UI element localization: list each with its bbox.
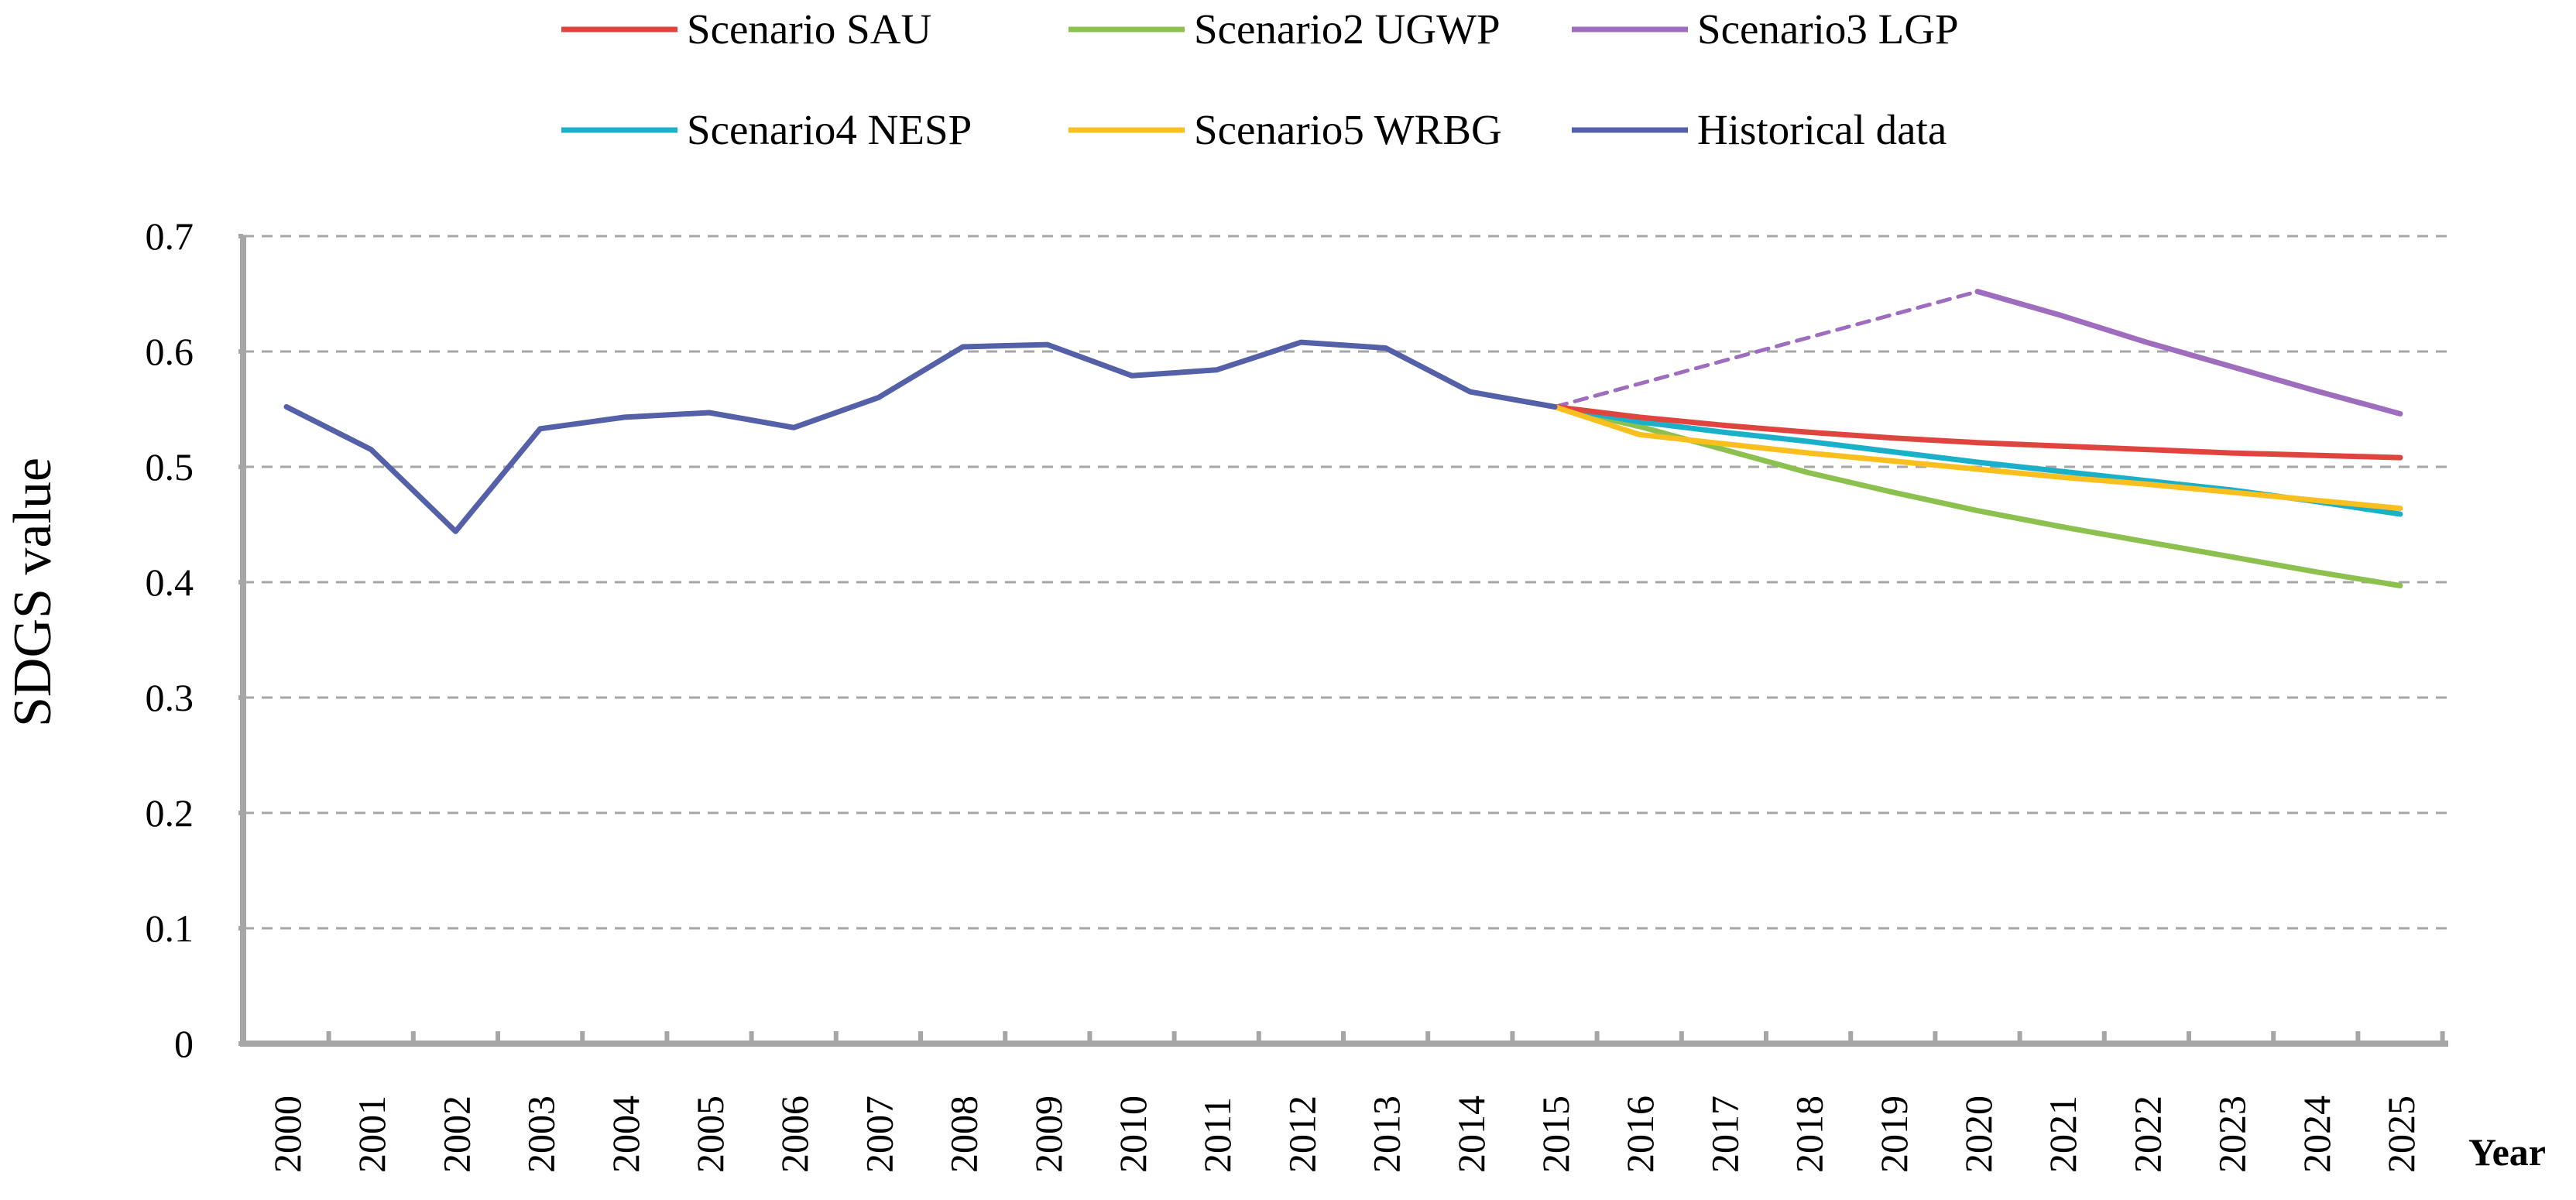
x-tick-label: 2000 [266,1095,309,1173]
axis-labels: SDGS value Year [3,458,2546,1174]
y-tick-label: 0.2 [146,791,194,835]
y-tick-label: 0.3 [146,676,194,719]
y-tick-label: 0 [174,1022,194,1065]
legend-label: Scenario2 UGWP [1194,5,1501,53]
x-tick-label: 2023 [2211,1095,2254,1173]
x-tick-label: 2020 [1957,1095,2000,1173]
x-tick-label: 2013 [1365,1095,1408,1173]
x-tick-label: 2003 [520,1095,563,1173]
x-tick-label: 2008 [942,1095,986,1173]
x-tick-label: 2011 [1195,1097,1239,1173]
axes: 0 0.1 0.2 0.3 0.4 0.5 0.6 0.7 2000 2001 2002 2003 20… [146,214,2448,1173]
y-axis-title: SDGS value [3,458,63,727]
x-tick-label: 2007 [857,1095,900,1173]
x-tick-label: 2005 [688,1095,732,1173]
x-tick-label: 2004 [604,1095,647,1173]
x-tick-label: 2006 [773,1095,816,1173]
series-lines [283,289,2403,588]
legend-label: Scenario4 NESP [687,106,972,153]
y-tick-label: 0.5 [146,445,194,489]
x-tick-label: 2002 [434,1095,478,1173]
legend-label: Historical data [1697,106,1947,153]
legend-item: Scenario4 NESP [561,106,972,153]
series-line-scenario3-lgp-dashed [1552,290,1980,409]
x-tick-label: 2017 [1703,1095,1746,1173]
y-tick-label: 0.6 [146,330,194,373]
y-tick-label: 0.4 [146,561,194,604]
legend-item: Scenario5 WRBG [1068,106,1502,153]
y-tick-label: 0.7 [146,214,194,258]
legend-item: Scenario SAU [561,5,931,53]
series-line-scenario5-wrbg [1552,404,2403,512]
x-tick-label: 2001 [350,1095,393,1173]
legend: Scenario SAU Scenario2 UGWP Scenario3 LGP S… [561,5,1959,153]
x-axis-title: Year [2468,1130,2546,1174]
grid-lines [243,235,2448,930]
series-line-scenario3-lgp [1974,289,2403,417]
legend-label: Scenario5 WRBG [1194,106,1502,153]
y-tick-label: 0.1 [146,907,194,950]
x-tick-label: 2024 [2295,1095,2338,1173]
x-tick-label: 2014 [1449,1095,1493,1173]
x-tick-label: 2009 [1027,1095,1070,1173]
x-tick-label: 2022 [2125,1095,2169,1173]
series-line-historical-data [283,339,1558,534]
x-tick-label: 2016 [1618,1095,1662,1173]
x-tick-label: 2018 [1788,1095,1831,1173]
x-tick-label: 2025 [2379,1095,2423,1173]
x-tick-label: 2015 [1534,1095,1577,1173]
series-line-scenario-sau [1552,404,2403,461]
x-tick-label: 2010 [1111,1095,1154,1173]
legend-label: Scenario3 LGP [1697,5,1959,53]
legend-item: Historical data [1572,106,1947,153]
legend-label: Scenario SAU [687,5,931,53]
x-tick-label: 2012 [1280,1095,1323,1173]
legend-item: Scenario2 UGWP [1068,5,1501,53]
legend-item: Scenario3 LGP [1572,5,1959,53]
x-tick-label: 2021 [2041,1095,2084,1173]
x-tick-label: 2019 [1872,1095,1916,1173]
